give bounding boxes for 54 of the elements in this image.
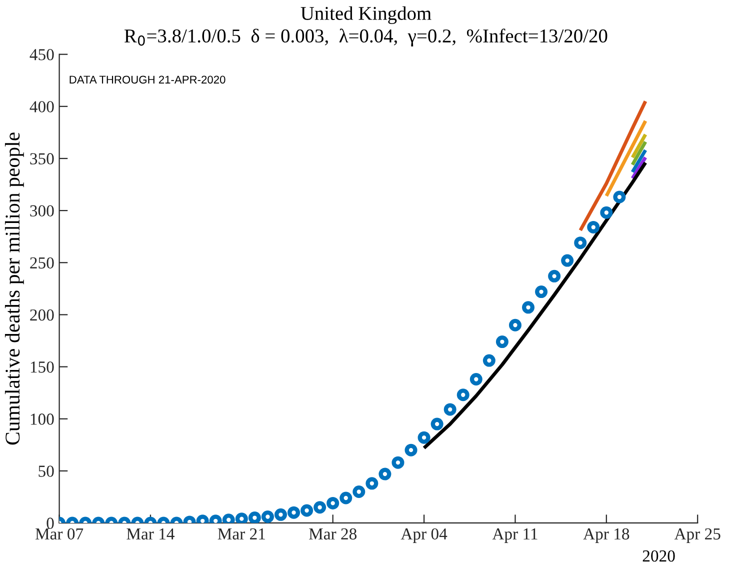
point (548, 270, 561, 282)
line-series (578, 99, 648, 232)
point (378, 468, 392, 480)
point (613, 190, 626, 204)
point (261, 510, 274, 523)
point (535, 286, 548, 298)
annotation: DATA THROUGH 21-APR-2020 (70, 76, 226, 84)
point (496, 336, 508, 348)
point (326, 496, 340, 510)
x-tick-label: Mar 28 (309, 528, 357, 540)
y-tick-label: 300 (30, 205, 54, 216)
y-tick-label: 50 (38, 466, 54, 477)
point (392, 456, 404, 469)
x-tick-label: Mar 21 (218, 528, 265, 540)
point (274, 508, 287, 521)
chart-title: United Kingdom (300, 6, 432, 24)
point (444, 403, 456, 416)
point (352, 485, 366, 498)
point (366, 477, 378, 490)
x-tick-label: Mar 14 (126, 528, 175, 540)
x-tick-label: Apr 18 (583, 528, 630, 543)
point (508, 318, 522, 332)
y-tick-label: 400 (30, 101, 54, 112)
point (404, 444, 418, 456)
point (482, 354, 496, 367)
point (522, 301, 534, 314)
text: 2020 (642, 550, 675, 562)
x-tick-label: Apr 25 (674, 528, 720, 543)
point (587, 220, 600, 234)
y-axis-title: Cumulative deaths per million people (4, 132, 24, 445)
point (300, 504, 314, 517)
y-tick-label: 150 (30, 361, 54, 373)
y-tick-label: 200 (30, 309, 54, 321)
y-tick-label: 100 (30, 414, 54, 425)
y-tick-label: 0 (46, 518, 54, 529)
point (456, 388, 470, 402)
y-tick-label: 350 (30, 153, 54, 164)
point (470, 373, 482, 386)
point (600, 206, 613, 219)
point (561, 254, 574, 267)
point (248, 512, 261, 523)
x-tick-label: Apr 11 (492, 528, 538, 543)
y-tick-label: 250 (30, 257, 54, 269)
y-tick-label: 450 (30, 49, 54, 60)
point (574, 236, 587, 250)
x-tick-label: Mar 07 (35, 528, 84, 540)
point (288, 506, 300, 519)
point (430, 418, 444, 430)
line-series (422, 160, 648, 450)
chart-subtitle: R$_{0}$=3.8/1.0/0.5 δ = 0.003, λ=0.04, γ=0.2, %Infect=13/20/20 (124, 28, 608, 46)
point (418, 431, 430, 444)
x-tick-label: Apr 04 (400, 528, 448, 543)
point (340, 492, 352, 504)
point (314, 501, 326, 514)
